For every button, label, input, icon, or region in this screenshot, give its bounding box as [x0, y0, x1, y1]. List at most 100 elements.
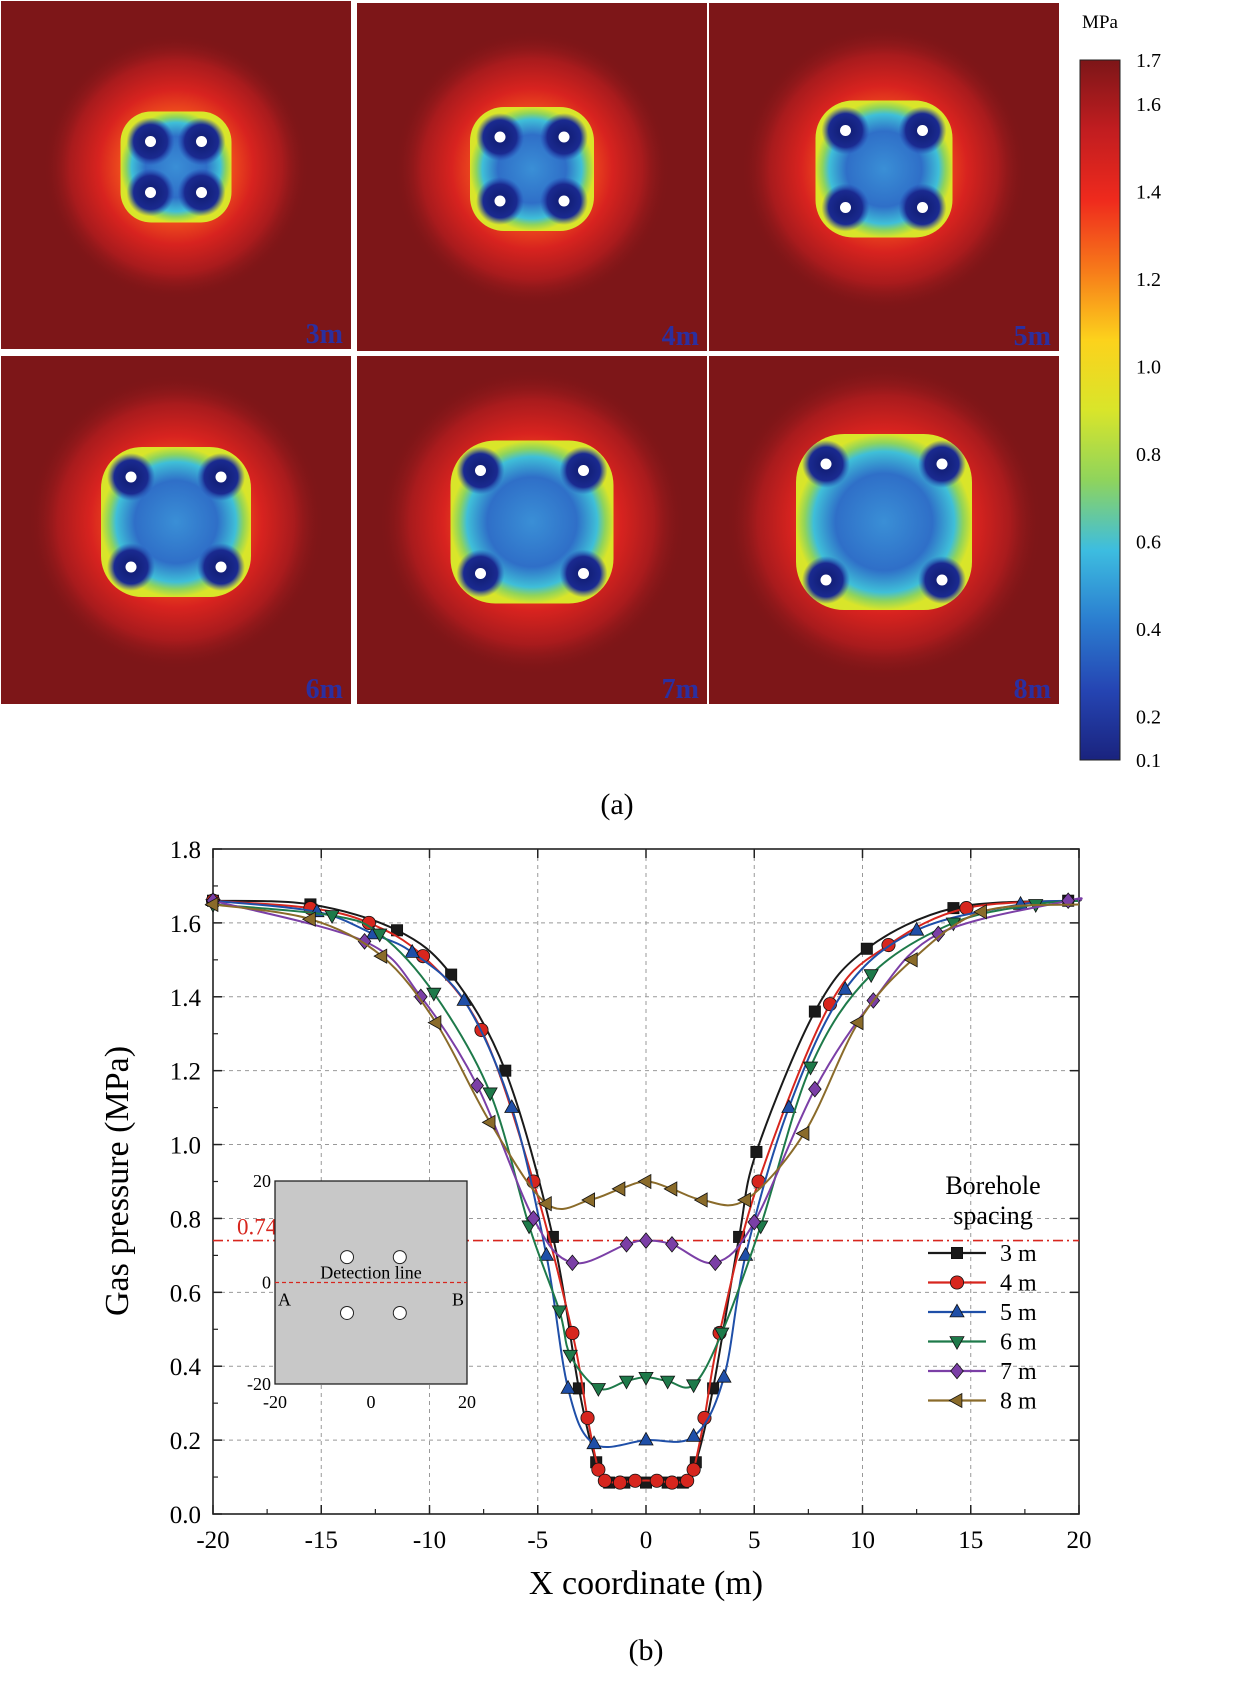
colorbar-unit: MPa	[1082, 12, 1118, 33]
colorbar-tick: 1.4	[1136, 181, 1161, 203]
series-line	[212, 899, 1080, 1391]
borehole-icon	[340, 1250, 354, 1265]
contour-map-7m: 7m	[357, 356, 707, 705]
data-point	[716, 1368, 732, 1383]
x-tick-label: 10	[850, 1527, 875, 1554]
data-point	[640, 1476, 653, 1489]
borehole-icon	[475, 465, 486, 476]
data-point	[619, 1235, 634, 1253]
data-point	[546, 1230, 559, 1243]
borehole-icon	[392, 1305, 407, 1320]
data-point	[581, 1192, 596, 1208]
x-tick-label: -10	[413, 1527, 446, 1554]
data-point	[597, 1473, 612, 1488]
y-axis-label: Gas pressure (MPa)	[99, 1046, 136, 1316]
data-point	[560, 1379, 576, 1394]
y-tick-label: 0.8	[170, 1206, 201, 1233]
data-point	[663, 1181, 678, 1197]
data-point	[526, 1210, 541, 1227]
data-point	[586, 1435, 602, 1450]
contour-map-8m: 8m	[709, 356, 1059, 705]
data-point	[947, 902, 960, 915]
data-point	[685, 1379, 702, 1394]
borehole-icon	[125, 471, 137, 483]
y-tick-label: 1.4	[170, 985, 202, 1012]
data-point	[612, 1475, 628, 1490]
data-point	[837, 980, 853, 995]
data-point	[456, 991, 472, 1006]
y-tick-label: 0.6	[170, 1280, 201, 1307]
data-point	[903, 952, 918, 968]
data-point	[781, 1099, 797, 1113]
colorbar-tick: 0.1	[1136, 750, 1161, 772]
data-point	[373, 948, 388, 964]
data-point	[802, 1061, 819, 1076]
inset-x-tick: 0	[367, 1392, 376, 1412]
data-point	[572, 1382, 585, 1395]
data-point	[611, 1181, 626, 1197]
borehole-icon	[196, 187, 207, 198]
legend-item: 4 m	[928, 1271, 1037, 1297]
data-point	[808, 1005, 821, 1018]
y-tick-label: 1.6	[170, 911, 201, 938]
spacing-label: 6m	[306, 674, 343, 705]
data-point	[649, 1473, 664, 1488]
borehole-icon	[215, 561, 227, 573]
data-point	[860, 942, 873, 955]
data-point	[707, 1382, 720, 1395]
data-point	[324, 910, 340, 925]
data-point	[737, 1192, 751, 1208]
inset-y-tick: -20	[247, 1374, 271, 1394]
data-point	[849, 1014, 864, 1031]
data-point	[538, 1246, 555, 1261]
colorbar-tick: 1.0	[1136, 356, 1161, 378]
borehole-icon	[820, 458, 832, 470]
borehole-icon	[494, 195, 506, 207]
y-tick-label: 1.0	[170, 1133, 201, 1160]
x-tick-label: -15	[305, 1527, 338, 1554]
colorbar-gradient	[1079, 59, 1121, 761]
data-point	[445, 968, 458, 981]
data-point	[693, 1192, 708, 1208]
y-tick-label: 1.2	[170, 1059, 201, 1086]
data-point	[565, 1254, 580, 1272]
contour-map-4m: 4m	[357, 3, 707, 352]
data-point	[482, 1087, 498, 1102]
data-point	[795, 1125, 810, 1142]
data-point	[973, 904, 987, 920]
inset-y-tick: 0	[262, 1273, 271, 1293]
borehole-icon	[917, 202, 928, 213]
data-point	[750, 1145, 763, 1158]
contour-panel: 3m 4m 5m 6m 7m 8m MPa 1.7 1.6 1.4 1.2 1.0 0.8 0.6 0.…	[0, 0, 1235, 840]
series-7m	[206, 892, 1083, 1272]
y-tick-label: 0.4	[170, 1354, 202, 1381]
legend-marker	[951, 1246, 964, 1259]
data-point	[590, 1383, 607, 1397]
borehole-icon	[936, 574, 948, 586]
contour-map-6m: 6m	[1, 356, 351, 705]
data-point	[481, 1114, 496, 1131]
data-point	[591, 1462, 606, 1477]
colorbar-tick: 0.4	[1136, 619, 1161, 641]
inset-y-tick: 20	[253, 1171, 271, 1191]
line-chart-panel: -20 -15 -10 -5 0 5 10 15 20 0.0 0.2 0.4 0.6 0.8 1.0 1.2…	[0, 837, 1235, 1678]
data-point	[526, 1174, 541, 1189]
borehole-icon	[494, 131, 506, 143]
data-point	[537, 1195, 552, 1212]
panel-a-label: (a)	[600, 788, 633, 821]
y-tick-label: 0.0	[170, 1502, 201, 1529]
legend-item: 7 m	[928, 1359, 1037, 1385]
data-point	[714, 1327, 730, 1342]
data-point	[638, 1372, 654, 1386]
panel-b-label: (b)	[629, 1634, 664, 1667]
data-point	[504, 1099, 520, 1113]
inset-title: Detection line	[320, 1263, 421, 1283]
legend-label: 6 m	[1000, 1330, 1037, 1356]
legend-label: 8 m	[1000, 1389, 1037, 1415]
inset-borehole-layout: Detection line A B -20 0 20 20 0 -20	[247, 1171, 476, 1412]
borehole-icon	[196, 136, 207, 147]
gas-pressure-chart: -20 -15 -10 -5 0 5 10 15 20 0.0 0.2 0.4 0.6 0.8 1.0 1.2…	[99, 837, 1092, 1667]
data-point	[863, 969, 879, 984]
colorbar-tick: 1.2	[1136, 269, 1161, 291]
spacing-label: 3m	[306, 319, 343, 350]
